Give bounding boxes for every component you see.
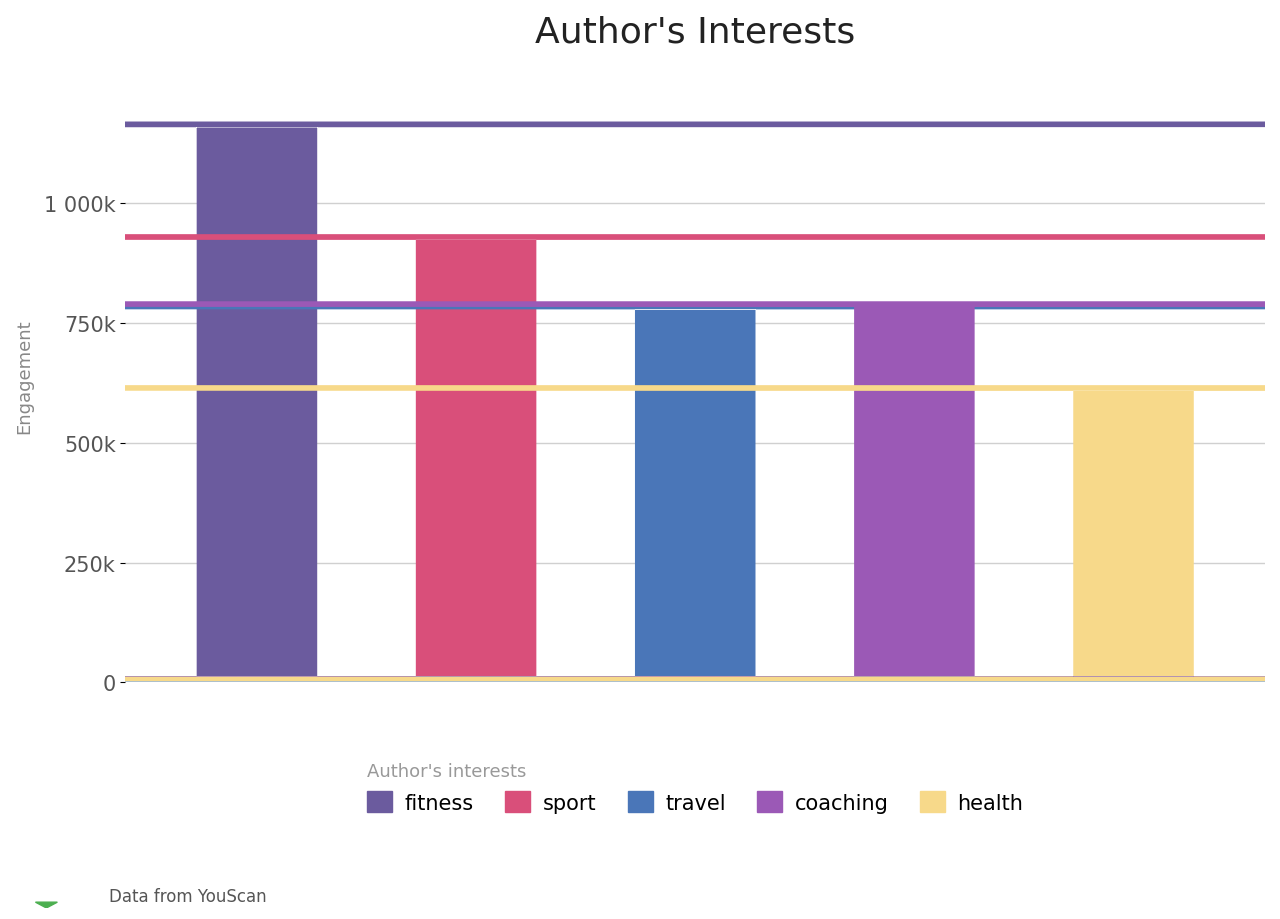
Bar xyxy=(635,304,755,683)
Text: Data from YouScan: Data from YouScan xyxy=(109,887,266,905)
Y-axis label: Engagement: Engagement xyxy=(15,319,33,434)
Text: YOUSCAN: YOUSCAN xyxy=(37,880,92,891)
FancyBboxPatch shape xyxy=(0,235,1280,683)
FancyBboxPatch shape xyxy=(0,122,1280,683)
FancyBboxPatch shape xyxy=(0,302,1280,683)
Polygon shape xyxy=(36,902,58,908)
Bar xyxy=(416,235,536,683)
Title: Author's Interests: Author's Interests xyxy=(535,15,855,49)
Bar xyxy=(197,122,317,683)
Bar xyxy=(1073,386,1194,683)
Bar xyxy=(854,302,974,683)
FancyBboxPatch shape xyxy=(0,386,1280,683)
Legend: fitness, sport, travel, coaching, health: fitness, sport, travel, coaching, health xyxy=(360,754,1032,821)
FancyBboxPatch shape xyxy=(0,304,1280,683)
